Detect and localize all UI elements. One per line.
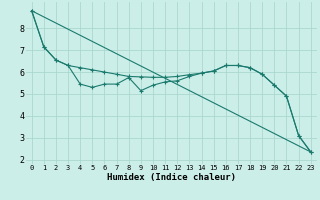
X-axis label: Humidex (Indice chaleur): Humidex (Indice chaleur): [107, 173, 236, 182]
